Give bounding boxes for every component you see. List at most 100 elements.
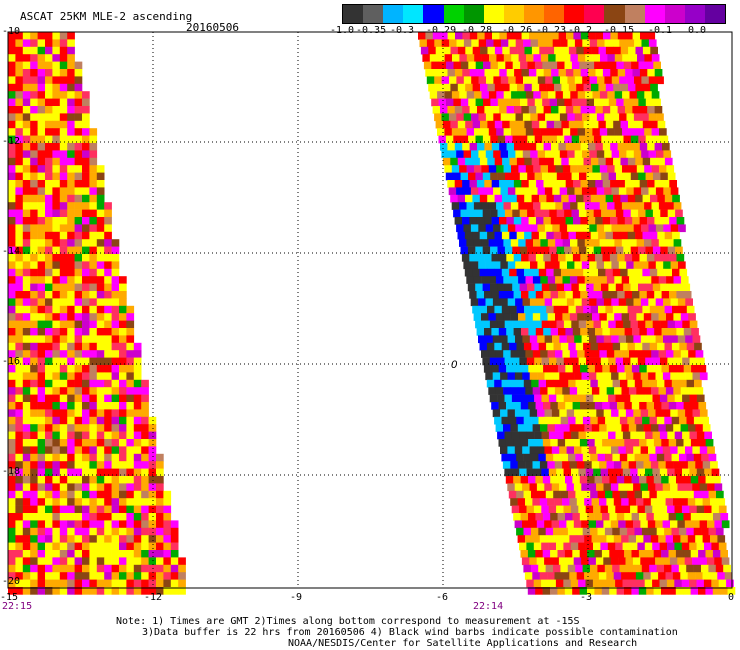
swath-cell [666,202,674,210]
swath-cell [656,564,665,573]
swath-cell [559,224,568,233]
swath-cell [615,320,624,329]
swath-cell [537,187,546,196]
swath-cell [555,202,563,210]
swath-cell [631,365,640,373]
swath-cell [104,202,112,210]
swath-cell [30,468,38,477]
swath-cell [525,165,534,173]
swath-cell [654,106,663,114]
swath-cell [104,587,112,595]
swath-cell [30,194,38,203]
swath-cell [520,476,529,484]
swath-cell [497,431,505,440]
swath-cell [588,69,596,77]
swath-cell [443,83,451,92]
swath-cell [580,365,588,373]
swath-cell [677,520,686,529]
swath-cell [22,224,31,233]
swath-cell [22,350,31,358]
colorbar-label: -1.0 [330,25,355,36]
swath-cell [30,91,38,99]
swath-cell [657,305,665,314]
swath-cell [611,113,620,122]
swath-cell [89,231,98,240]
colorbar-swatch [624,5,645,23]
swath-cell [625,557,634,566]
swath-cell [703,579,712,588]
swath-cell [126,350,135,358]
swath-cell [52,520,61,529]
swath-cell [59,157,68,166]
swath-cell [111,439,120,447]
swath-cell [37,150,46,159]
swath-cell [571,172,580,181]
swath-cell [484,143,493,151]
swath-cell [59,476,68,484]
swath-cell [104,461,112,469]
swath-cell [576,83,584,92]
swath-cell [531,120,540,129]
swath-cell [727,587,736,595]
swath-cell [462,180,470,188]
swath-cell [493,39,502,48]
swath-cell [683,291,692,299]
swath-cell [82,431,90,440]
swath-cell [680,424,689,432]
swath-cell [690,476,699,484]
swath-cell [645,320,653,329]
swath-cell [623,320,631,329]
swath-cell [448,150,457,159]
swath-cell [671,490,680,499]
swath-cell [478,335,486,344]
swath-cell [699,520,708,529]
swath-cell [547,535,555,543]
swath-cell [494,120,503,129]
swath-cell [67,217,75,225]
swath-cell [67,409,75,418]
swath-cell [119,387,127,395]
swath-cell [574,76,583,85]
swath-cell [720,513,729,521]
swath-cell [82,579,90,588]
swath-cell [649,564,657,573]
swath-cell [8,76,16,85]
swath-cell [614,128,623,136]
swath-cell [67,357,75,366]
swath-cell [163,520,172,529]
swath-cell [605,120,614,129]
swath-cell [37,83,46,92]
swath-cell [37,416,46,425]
swath-cell [650,535,659,543]
swath-cell [119,453,127,462]
swath-cell [659,579,668,588]
swath-cell [570,505,579,514]
swath-cell [524,120,533,129]
swath-cell [534,468,542,477]
swath-cell [651,350,659,358]
swath-cell [581,409,590,418]
swath-cell [52,379,61,388]
swath-cell [82,128,90,136]
swath-cell [658,424,667,432]
swath-cell [594,513,603,521]
swath-cell [577,387,585,395]
swath-cell [15,202,24,210]
swath-cell [575,527,583,536]
swath-cell [45,254,53,262]
swath-cell [594,439,603,447]
swath-cell [133,409,142,418]
swath-cell [627,379,636,388]
swath-cell [30,350,38,358]
swath-cell [45,357,53,366]
swath-cell [550,217,559,225]
swath-cell [557,439,566,447]
swath-cell [89,202,98,210]
swath-cell [662,520,671,529]
swath-cell [459,202,467,210]
swath-cell [104,550,112,558]
swath-cell [560,416,569,425]
swath-cell [545,453,554,462]
swath-cell [533,128,541,136]
swath-cell [67,268,75,277]
